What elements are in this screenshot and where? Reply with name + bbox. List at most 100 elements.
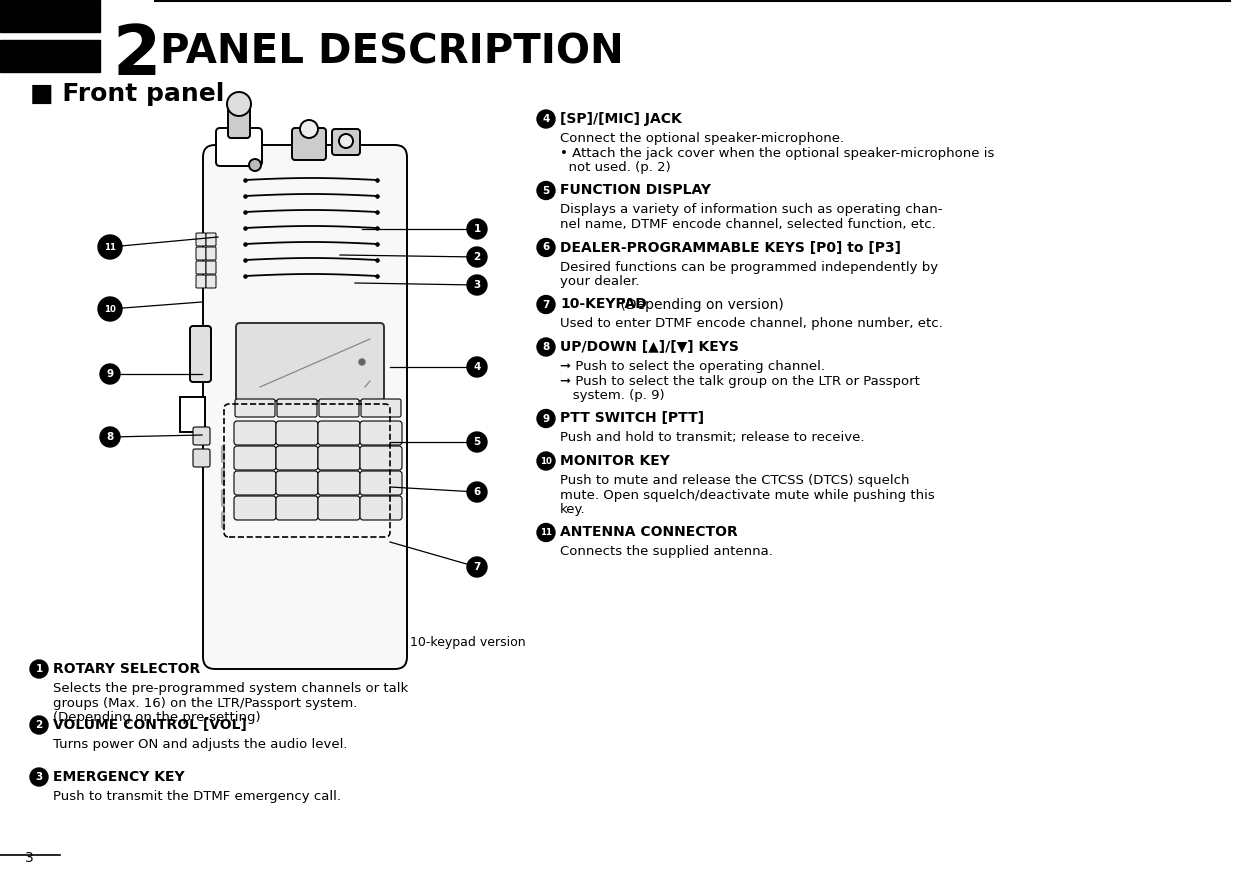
Text: 6: 6: [473, 487, 480, 497]
Text: (Depending on version): (Depending on version): [616, 297, 783, 311]
Text: FUNCTION DISPLAY: FUNCTION DISPLAY: [560, 183, 711, 197]
Text: 3: 3: [36, 772, 42, 782]
Circle shape: [98, 235, 122, 259]
Circle shape: [537, 239, 555, 256]
Text: Push to mute and release the CTCSS (DTCS) squelch: Push to mute and release the CTCSS (DTCS…: [560, 474, 910, 487]
Circle shape: [537, 452, 555, 470]
Text: Selects the pre-programmed system channels or talk: Selects the pre-programmed system channe…: [53, 682, 408, 695]
FancyBboxPatch shape: [194, 427, 210, 445]
Text: MONITOR KEY: MONITOR KEY: [560, 454, 670, 468]
Circle shape: [30, 716, 48, 734]
Text: Connect the optional speaker-microphone.: Connect the optional speaker-microphone.: [560, 132, 844, 145]
Text: 4: 4: [473, 362, 480, 372]
Text: 10: 10: [104, 304, 115, 313]
Text: 2: 2: [473, 252, 480, 262]
FancyBboxPatch shape: [276, 421, 318, 445]
Circle shape: [98, 297, 122, 321]
Text: (Depending on the pre-setting): (Depending on the pre-setting): [53, 711, 261, 724]
FancyBboxPatch shape: [235, 421, 276, 445]
Circle shape: [537, 410, 555, 427]
FancyBboxPatch shape: [235, 496, 276, 520]
Text: 5: 5: [473, 437, 480, 447]
FancyBboxPatch shape: [292, 128, 326, 160]
Text: ■ Front panel: ■ Front panel: [30, 82, 225, 106]
FancyBboxPatch shape: [235, 471, 276, 495]
FancyBboxPatch shape: [206, 275, 216, 288]
Circle shape: [30, 660, 48, 678]
FancyBboxPatch shape: [236, 323, 383, 401]
Text: • Attach the jack cover when the optional speaker-microphone is: • Attach the jack cover when the optiona…: [560, 146, 994, 160]
Circle shape: [537, 182, 555, 199]
Text: ➞ Push to select the operating channel.: ➞ Push to select the operating channel.: [560, 360, 825, 373]
Text: 8: 8: [107, 432, 114, 442]
Text: PANEL DESCRIPTION: PANEL DESCRIPTION: [160, 33, 624, 73]
Text: key.: key.: [560, 503, 586, 516]
FancyBboxPatch shape: [206, 247, 216, 260]
Circle shape: [101, 364, 120, 384]
FancyBboxPatch shape: [276, 471, 318, 495]
Circle shape: [467, 247, 486, 267]
Circle shape: [467, 432, 486, 452]
Text: ➞ Push to select the talk group on the LTR or Passport: ➞ Push to select the talk group on the L…: [560, 374, 920, 388]
Text: DEALER-PROGRAMMABLE KEYS [P0] to [P3]: DEALER-PROGRAMMABLE KEYS [P0] to [P3]: [560, 240, 901, 254]
Text: [SP]/[MIC] JACK: [SP]/[MIC] JACK: [560, 112, 681, 126]
Text: EMERGENCY KEY: EMERGENCY KEY: [53, 770, 185, 784]
Bar: [0, 0, 101, 32]
Text: 10-keypad version: 10-keypad version: [410, 636, 526, 649]
FancyBboxPatch shape: [206, 261, 216, 274]
FancyBboxPatch shape: [277, 399, 316, 417]
Circle shape: [227, 92, 251, 116]
Text: 11: 11: [104, 243, 115, 252]
FancyBboxPatch shape: [360, 446, 402, 470]
Text: 5: 5: [542, 186, 550, 196]
FancyBboxPatch shape: [204, 145, 407, 669]
Bar: [180, 397, 205, 432]
Circle shape: [300, 120, 318, 138]
FancyBboxPatch shape: [276, 446, 318, 470]
Bar: [0, 40, 101, 72]
Text: 9: 9: [542, 413, 550, 424]
FancyBboxPatch shape: [235, 399, 276, 417]
Circle shape: [249, 159, 261, 171]
Text: 10-KEYPAD: 10-KEYPAD: [560, 297, 647, 311]
Text: 8: 8: [542, 342, 550, 352]
Text: 2: 2: [112, 22, 160, 89]
Text: 11: 11: [540, 528, 552, 537]
Text: 1: 1: [36, 664, 42, 674]
FancyBboxPatch shape: [190, 326, 211, 382]
Text: Displays a variety of information such as operating chan-: Displays a variety of information such a…: [560, 203, 942, 217]
Text: Push to transmit the DTMF emergency call.: Push to transmit the DTMF emergency call…: [53, 790, 341, 803]
Circle shape: [467, 219, 486, 239]
Text: Turns power ON and adjusts the audio level.: Turns power ON and adjusts the audio lev…: [53, 738, 347, 751]
FancyBboxPatch shape: [196, 275, 206, 288]
Text: 7: 7: [473, 562, 480, 572]
FancyBboxPatch shape: [318, 446, 360, 470]
FancyBboxPatch shape: [216, 128, 262, 166]
FancyBboxPatch shape: [235, 446, 276, 470]
Text: not used. (p. 2): not used. (p. 2): [560, 161, 670, 174]
FancyBboxPatch shape: [206, 233, 216, 246]
Text: Push and hold to transmit; release to receive.: Push and hold to transmit; release to re…: [560, 431, 865, 445]
Circle shape: [30, 768, 48, 786]
Text: system. (p. 9): system. (p. 9): [560, 389, 665, 402]
FancyBboxPatch shape: [276, 496, 318, 520]
Text: Connects the supplied antenna.: Connects the supplied antenna.: [560, 545, 773, 559]
FancyBboxPatch shape: [333, 129, 360, 155]
FancyBboxPatch shape: [196, 233, 206, 246]
Circle shape: [359, 359, 365, 365]
FancyBboxPatch shape: [361, 399, 401, 417]
Text: your dealer.: your dealer.: [560, 275, 639, 288]
FancyBboxPatch shape: [360, 471, 402, 495]
Text: nel name, DTMF encode channel, selected function, etc.: nel name, DTMF encode channel, selected …: [560, 218, 936, 231]
Circle shape: [467, 357, 486, 377]
FancyBboxPatch shape: [360, 421, 402, 445]
FancyBboxPatch shape: [360, 496, 402, 520]
Circle shape: [467, 482, 486, 502]
FancyBboxPatch shape: [318, 471, 360, 495]
Text: 1: 1: [473, 224, 480, 234]
FancyBboxPatch shape: [228, 104, 249, 138]
Circle shape: [537, 338, 555, 356]
Text: 10: 10: [540, 457, 552, 466]
Text: 4: 4: [542, 114, 550, 124]
Text: 3: 3: [25, 851, 34, 865]
